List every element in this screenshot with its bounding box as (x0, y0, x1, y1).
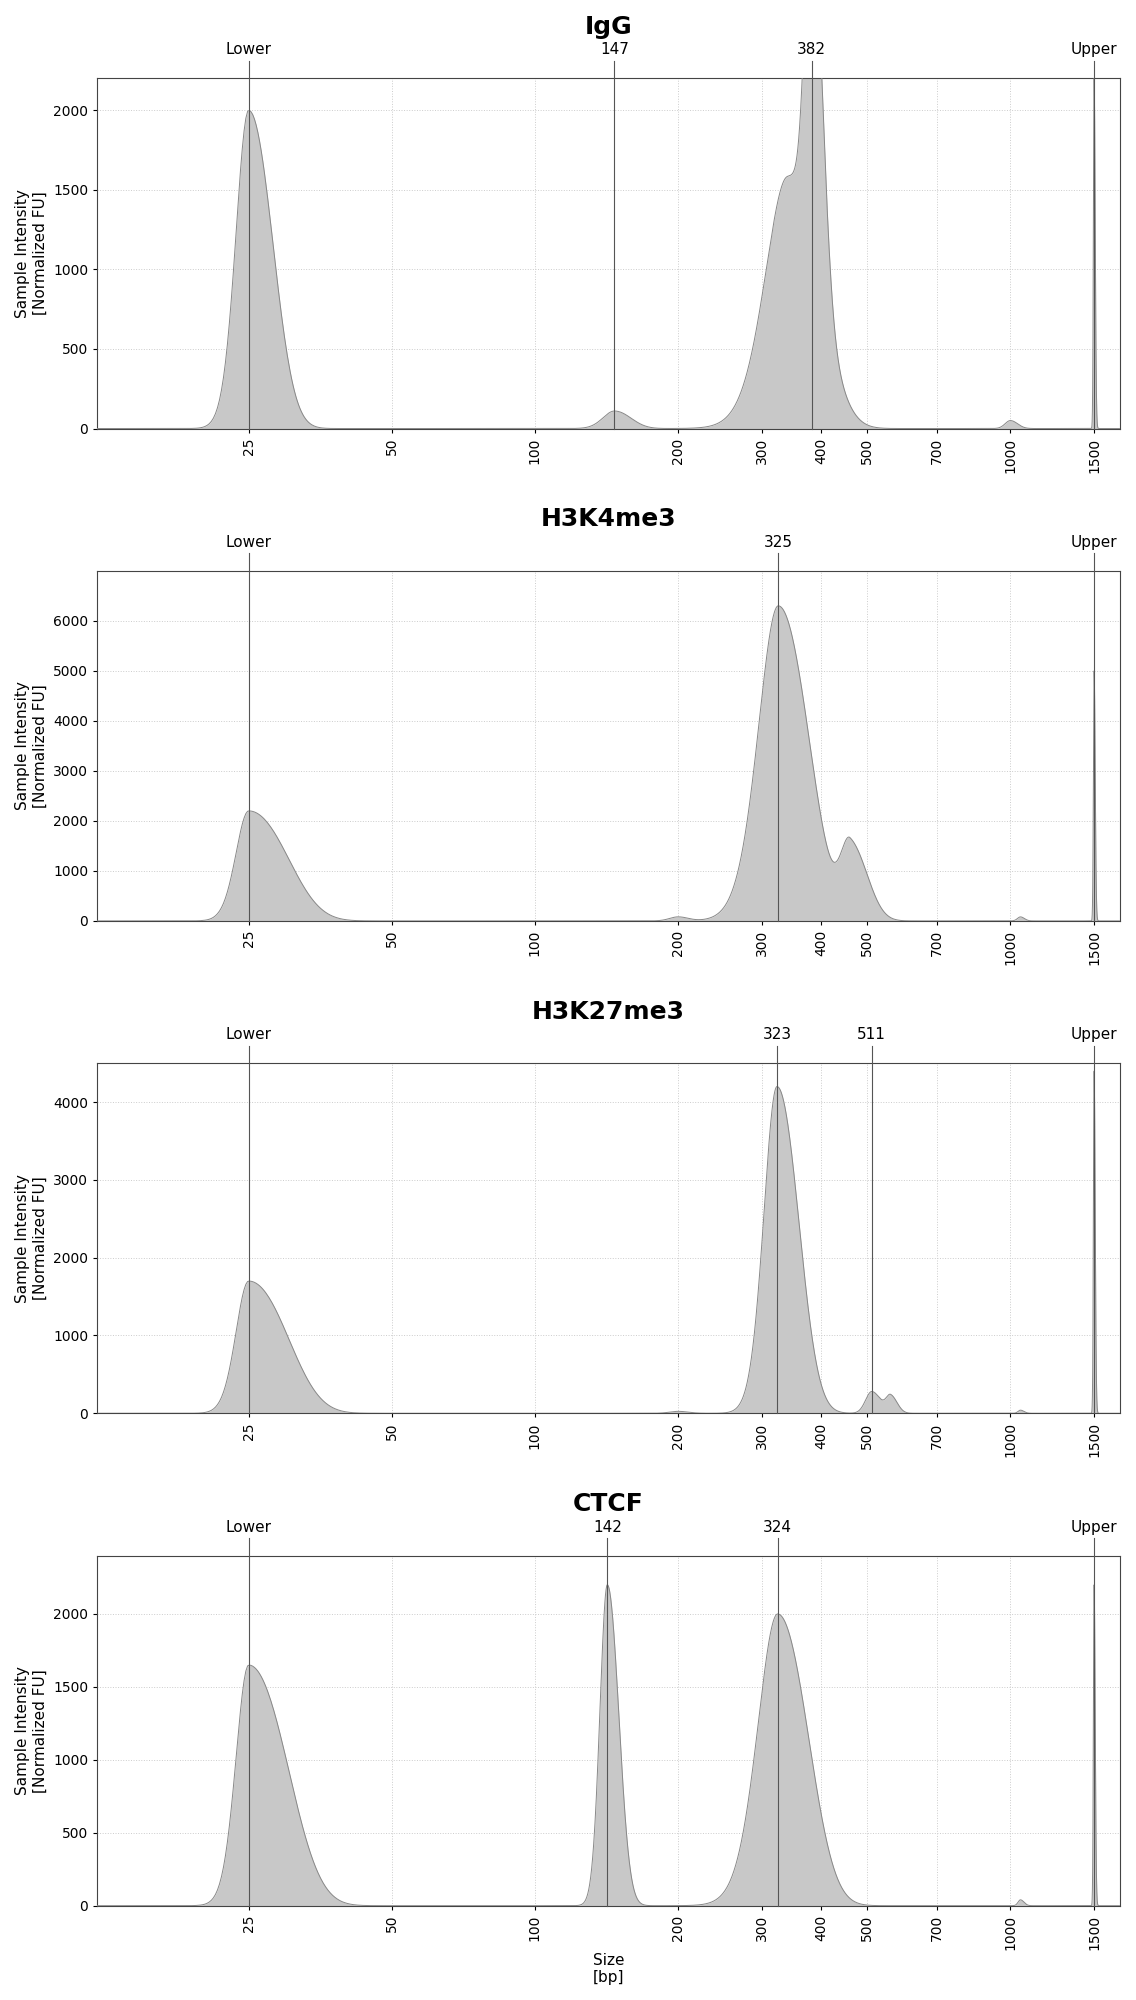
Text: Upper: Upper (1071, 534, 1118, 550)
Text: 323: 323 (762, 1028, 792, 1042)
Y-axis label: Sample Intensity
[Normalized FU]: Sample Intensity [Normalized FU] (15, 1666, 48, 1796)
Text: 324: 324 (763, 1520, 792, 1534)
Text: Lower: Lower (226, 1028, 272, 1042)
X-axis label: Size
[bp]: Size [bp] (593, 1952, 625, 1984)
Y-axis label: Sample Intensity
[Normalized FU]: Sample Intensity [Normalized FU] (15, 682, 48, 810)
Y-axis label: Sample Intensity
[Normalized FU]: Sample Intensity [Normalized FU] (15, 190, 48, 318)
Text: Lower: Lower (226, 534, 272, 550)
Text: Upper: Upper (1071, 1520, 1118, 1534)
Text: 147: 147 (600, 42, 629, 58)
Title: H3K4me3: H3K4me3 (541, 508, 676, 532)
Y-axis label: Sample Intensity
[Normalized FU]: Sample Intensity [Normalized FU] (15, 1174, 48, 1302)
Text: Upper: Upper (1071, 42, 1118, 58)
Text: 325: 325 (763, 534, 793, 550)
Text: Lower: Lower (226, 42, 272, 58)
Title: IgG: IgG (585, 14, 633, 38)
Title: CTCF: CTCF (574, 1492, 644, 1516)
Text: 382: 382 (797, 42, 826, 58)
Text: Upper: Upper (1071, 1028, 1118, 1042)
Text: 511: 511 (858, 1028, 886, 1042)
Text: 142: 142 (593, 1520, 621, 1534)
Text: Lower: Lower (226, 1520, 272, 1534)
Title: H3K27me3: H3K27me3 (532, 1000, 685, 1024)
